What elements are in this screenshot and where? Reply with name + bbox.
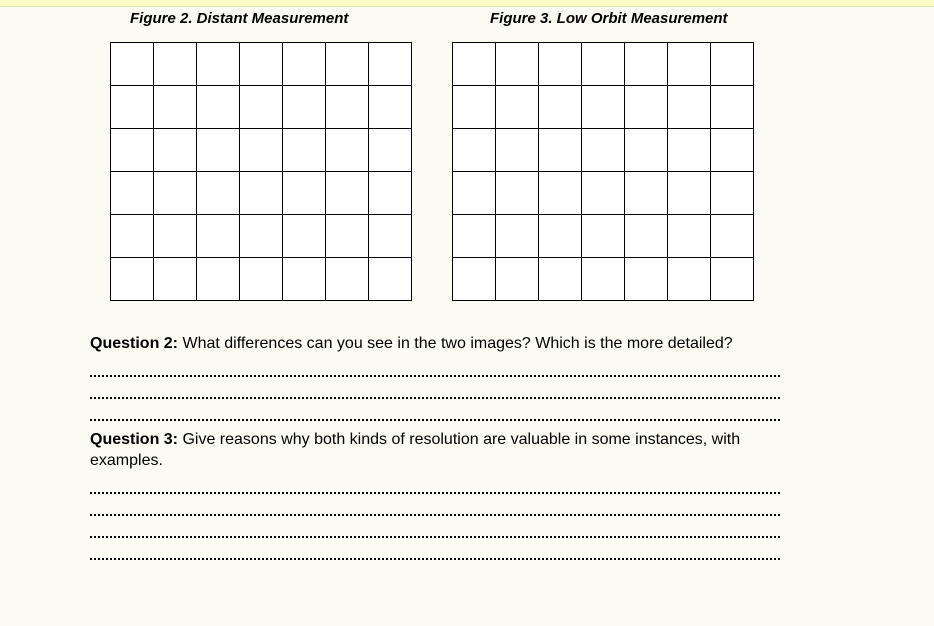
question-2-label: Question 2: [90,335,178,352]
figure-2-title: Figure 2. Distant Measurement [130,10,455,28]
question-2-text: What differences can you see in the two … [178,335,733,352]
worksheet-page: Figure 2. Distant Measurement Figure 3. … [0,0,934,560]
figure-3-title: Figure 3. Low Orbit Measurement [490,10,728,28]
answer-line [90,403,780,421]
answer-line [90,498,780,516]
answer-line [90,359,780,377]
question-2-block: Question 2: What differences can you see… [90,333,810,421]
question-3-text: Give reasons why both kinds of resolutio… [90,431,740,470]
answer-line [90,476,780,494]
figure-2-grid [110,42,412,301]
figure-3-grid [452,42,754,301]
figure-titles-row: Figure 2. Distant Measurement Figure 3. … [90,10,844,28]
figure-grids-row [110,42,844,301]
question-3-block: Question 3: Give reasons why both kinds … [90,429,810,560]
grid-table [110,42,412,301]
question-3-label: Question 3: [90,431,178,448]
grid-table [452,42,754,301]
answer-line [90,542,780,560]
answer-line [90,381,780,399]
answer-line [90,520,780,538]
